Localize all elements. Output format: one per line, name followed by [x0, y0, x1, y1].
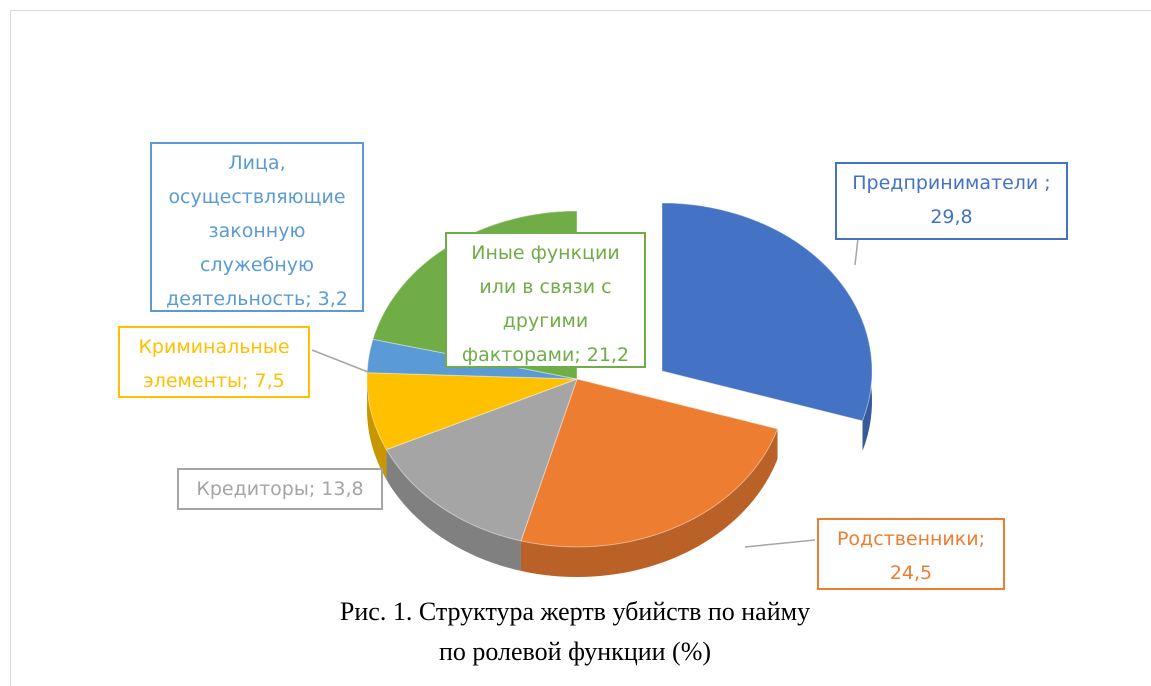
chart-title: Рис. 1. Структура жертв убийств по найму…	[339, 597, 811, 666]
side-shade	[520, 428, 778, 577]
pie-slice-side	[386, 449, 521, 571]
data-label: Предприниматели ; 29,8	[835, 162, 1068, 240]
pie-slice	[366, 372, 578, 451]
data-label: Иные функции или в связи с другими факто…	[445, 232, 646, 368]
data-label: Лица, осуществляющие законную служебную …	[150, 142, 364, 312]
leader-line	[854, 237, 859, 266]
leader-line	[744, 539, 816, 548]
side-shade	[386, 449, 521, 571]
frame	[10, 10, 1151, 686]
pie-slice-side	[520, 428, 778, 577]
leader-line	[311, 349, 369, 373]
data-label: Кредиторы; 13,8	[177, 468, 383, 510]
pie-slice-side	[367, 372, 387, 480]
side-shade	[367, 372, 387, 480]
data-label: Родственники; 24,5	[817, 518, 1005, 590]
pie-slice	[385, 378, 578, 542]
data-label: Криминальные элементы; 7,5	[118, 326, 310, 398]
pie-slice	[661, 202, 873, 422]
pie-slice	[520, 378, 779, 548]
